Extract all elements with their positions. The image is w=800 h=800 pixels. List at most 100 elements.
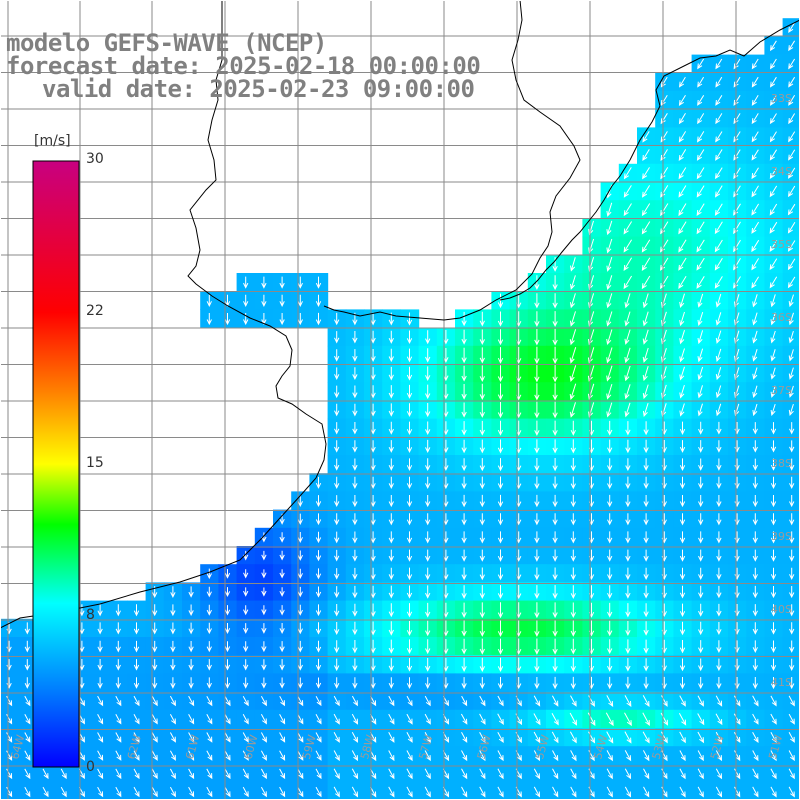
wind-arrow: [770, 458, 777, 471]
wind-arrow: [351, 750, 359, 762]
wind-arrow: [242, 768, 249, 780]
wind-arrow: [497, 329, 504, 346]
wind-arrow: [552, 549, 558, 562]
wind-arrow: [479, 638, 485, 655]
wind-arrow: [188, 786, 195, 798]
wind-arrow: [642, 731, 650, 744]
wind-arrow: [497, 311, 504, 327]
wind-arrow: [534, 602, 540, 619]
wind-arrow: [534, 620, 540, 637]
wind-arrow: [388, 476, 394, 490]
wind-arrow: [623, 167, 632, 180]
wind-arrow: [224, 569, 231, 579]
longitude-label: 62W: [125, 733, 144, 761]
wind-arrow: [787, 240, 796, 252]
wind-arrow: [679, 677, 686, 690]
wind-arrow: [606, 768, 613, 780]
wind-arrow: [625, 676, 631, 690]
wind-arrow: [678, 149, 687, 161]
wind-arrow: [769, 185, 778, 198]
wind-arrow: [479, 549, 485, 562]
wind-arrow: [24, 732, 31, 743]
wind-arrow: [370, 385, 376, 399]
colorbar-tick-0: 0: [86, 759, 95, 775]
wind-arrow: [715, 768, 723, 780]
wind-arrow: [388, 639, 394, 654]
wind-arrow: [188, 622, 194, 635]
wind-arrow: [370, 312, 376, 326]
wind-arrow: [607, 585, 613, 599]
wind-arrow: [789, 658, 795, 671]
wind-arrow: [315, 658, 322, 671]
wind-arrow: [697, 76, 705, 88]
wind-arrow: [42, 786, 49, 798]
wind-arrow: [625, 567, 631, 581]
wind-arrow: [789, 531, 795, 544]
wind-arrow: [643, 621, 649, 636]
wind-arrow: [769, 76, 777, 88]
wind-arrow: [607, 567, 613, 581]
wind-arrow: [679, 476, 686, 490]
wind-arrow: [752, 768, 759, 780]
wind-arrow: [789, 586, 795, 599]
wind-arrow: [206, 732, 213, 743]
wind-arrow: [479, 402, 485, 418]
wind-arrow: [679, 603, 686, 617]
wind-arrow: [224, 732, 231, 743]
wind-arrow: [6, 732, 13, 743]
wind-arrow: [279, 550, 285, 561]
wind-arrow: [406, 585, 413, 599]
wind-arrow: [370, 603, 376, 618]
wind-arrow: [697, 95, 705, 106]
wind-arrow: [534, 531, 540, 544]
wind-arrow: [334, 531, 340, 544]
wind-arrow: [188, 695, 195, 707]
wind-arrow: [388, 732, 395, 743]
wind-arrow: [642, 329, 649, 345]
wind-arrow: [461, 347, 467, 364]
wind-arrow: [533, 768, 541, 780]
wind-arrow: [315, 476, 322, 489]
wind-arrow: [733, 695, 741, 707]
wind-arrow: [641, 257, 651, 271]
wind-arrow: [660, 76, 668, 88]
wind-arrow: [678, 94, 686, 106]
wind-arrow: [461, 585, 467, 599]
wind-arrow: [698, 658, 704, 672]
wind-arrow: [698, 585, 704, 599]
wind-arrow: [679, 403, 685, 417]
wind-arrow: [752, 367, 758, 380]
wind-arrow: [643, 768, 650, 780]
wind-arrow: [406, 366, 413, 381]
wind-arrow: [351, 713, 359, 725]
wind-arrow: [625, 585, 631, 599]
wind-arrow: [406, 330, 413, 345]
wind-arrow: [461, 329, 467, 345]
wind-arrow: [352, 403, 358, 417]
wind-arrow: [115, 768, 122, 780]
wind-arrow: [461, 768, 468, 780]
wind-arrow: [406, 549, 413, 562]
wind-arrow: [60, 768, 67, 780]
wind-arrow: [643, 585, 649, 599]
wind-arrow: [716, 622, 722, 635]
wind-arrow: [206, 677, 212, 689]
wind-arrow: [425, 567, 431, 581]
wind-arrow: [133, 750, 140, 761]
wind-arrow: [260, 768, 267, 780]
wind-arrow: [623, 239, 633, 253]
wind-arrow: [279, 294, 285, 307]
wind-arrow: [279, 605, 285, 616]
wind-arrow: [679, 366, 685, 381]
wind-arrow: [133, 640, 140, 653]
wind-arrow: [6, 786, 13, 798]
wind-arrow: [661, 695, 668, 707]
wind-arrow: [678, 76, 686, 88]
wind-arrow: [552, 602, 558, 619]
wind-arrow: [425, 403, 431, 418]
wind-arrow: [787, 167, 796, 179]
wind-arrow: [551, 713, 559, 726]
wind-arrow: [769, 203, 778, 216]
wind-arrow: [552, 786, 559, 798]
wind-arrow: [297, 568, 303, 579]
